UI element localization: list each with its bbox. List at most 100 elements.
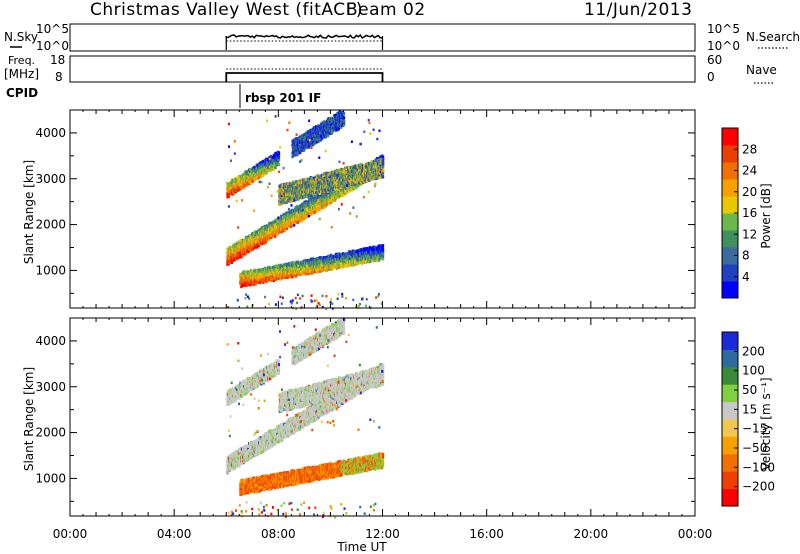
heatmap-cell [277, 151, 281, 155]
heatmap-cell [251, 236, 254, 240]
heatmap-cell [232, 243, 236, 247]
nsky-tick-top-right: 10^5 [707, 22, 740, 36]
heatmap-cell [274, 166, 277, 170]
heatmap-cell [271, 157, 274, 161]
heatmap-cell [276, 220, 279, 224]
heatmap-cell [227, 195, 230, 199]
heatmap-cell [260, 164, 263, 168]
heatmap-cell [382, 169, 385, 173]
heatmap-cell [273, 167, 276, 171]
heatmap-cell [307, 200, 310, 204]
heatmap-cell [272, 220, 275, 224]
heatmap-cell [317, 205, 320, 209]
heatmap-cell [345, 191, 348, 195]
heatmap-cell [382, 175, 385, 179]
heatmap-cell [246, 249, 249, 253]
heatmap-cell [314, 197, 317, 201]
heatmap-cell [295, 207, 298, 211]
heatmap-cell [235, 241, 238, 245]
heatmap-cell [249, 168, 252, 172]
freq-line [225, 72, 384, 82]
nsky-trace [225, 34, 384, 50]
heatmap-cell [286, 182, 290, 186]
heatmap-cell [303, 200, 306, 204]
heatmap-cell [253, 165, 256, 169]
heatmap-cell [275, 161, 278, 165]
heatmap-cell [326, 194, 329, 198]
heatmap-cell [277, 162, 281, 166]
heatmap-cell [249, 181, 252, 185]
heatmap-cell [243, 243, 246, 247]
heatmap-cell [274, 220, 277, 224]
heatmap-cell [382, 162, 385, 166]
heatmap-cell [320, 200, 323, 204]
heatmap-cell [263, 172, 266, 176]
heatmap-cell [242, 185, 245, 189]
heatmap-cell [344, 190, 347, 194]
nave-tick-top: 60 [707, 53, 722, 67]
nsky-tick-bottom: 10^0 [36, 39, 69, 53]
heatmap-cell [334, 198, 337, 202]
heatmap-cell [382, 157, 385, 161]
heatmap-cell [272, 156, 275, 159]
heatmap-cell [262, 241, 265, 245]
nsearch-label: N.Search [746, 30, 800, 44]
nsky-panel-frame [69, 23, 696, 52]
heatmap-cell [295, 209, 299, 213]
freq-unit: [MHz] [4, 67, 39, 81]
heatmap-cell [254, 234, 257, 238]
heatmap-cell [253, 246, 256, 250]
heatmap-cell [338, 196, 341, 200]
heatmap-cell [382, 155, 385, 159]
heatmap-cell [245, 251, 248, 255]
heatmap-cell [262, 159, 265, 163]
freq-trace [225, 68, 384, 82]
heatmap-cell [349, 187, 352, 191]
nsky-tick-top: 10^5 [36, 22, 69, 36]
freq-label: Freq. [8, 54, 35, 67]
beam-label: Beam 02 [346, 0, 426, 20]
heatmap-cell [285, 225, 289, 229]
heatmap-cell [243, 245, 246, 249]
freq-tick-bottom: 8 [55, 70, 63, 84]
heatmap-cell [270, 234, 273, 238]
heatmap-cell [284, 227, 287, 231]
heatmap-cell [305, 215, 308, 219]
station-title: Christmas Valley West (fitACF) [90, 0, 363, 20]
nsky-tick-bottom-right: 10^0 [707, 39, 740, 53]
heatmap-cell [231, 260, 234, 264]
heatmap-cell [254, 245, 257, 249]
heatmap-cell [241, 185, 244, 189]
heatmap-cell [280, 230, 283, 234]
heatmap-cell [301, 218, 304, 222]
heatmap-cell [355, 185, 358, 189]
heatmap-cell [274, 234, 277, 238]
heatmap-cell [349, 188, 352, 192]
power-heatmap [226, 110, 385, 311]
heatmap-cell [304, 209, 307, 213]
heatmap-cell [269, 155, 272, 159]
heatmap-cell [325, 203, 328, 207]
heatmap-cell [246, 178, 249, 182]
heatmap-cell [296, 221, 299, 224]
heatmap-cell [262, 239, 265, 243]
heatmap-cell [332, 197, 335, 201]
date-label: 11/Jun/2013 [584, 0, 692, 20]
nave-label: Nave [746, 63, 777, 77]
heatmap-cell [245, 247, 248, 251]
freq-tick-top: 18 [50, 53, 65, 67]
heatmap-cell [263, 228, 266, 231]
heatmap-cell [315, 200, 318, 203]
heatmap-cell [255, 176, 258, 180]
heatmap-cell [277, 156, 281, 159]
heatmap-cell [347, 189, 351, 193]
heatmap-cell [226, 195, 229, 199]
heatmap-cell [263, 162, 266, 166]
cpid-value: rbsp 201 IF [245, 91, 321, 105]
heatmap-cell [265, 171, 268, 175]
heatmap-cell [296, 214, 299, 218]
heatmap-cell [310, 212, 313, 216]
heatmap-cell [252, 175, 255, 179]
nave-tick-bottom: 0 [707, 70, 715, 84]
